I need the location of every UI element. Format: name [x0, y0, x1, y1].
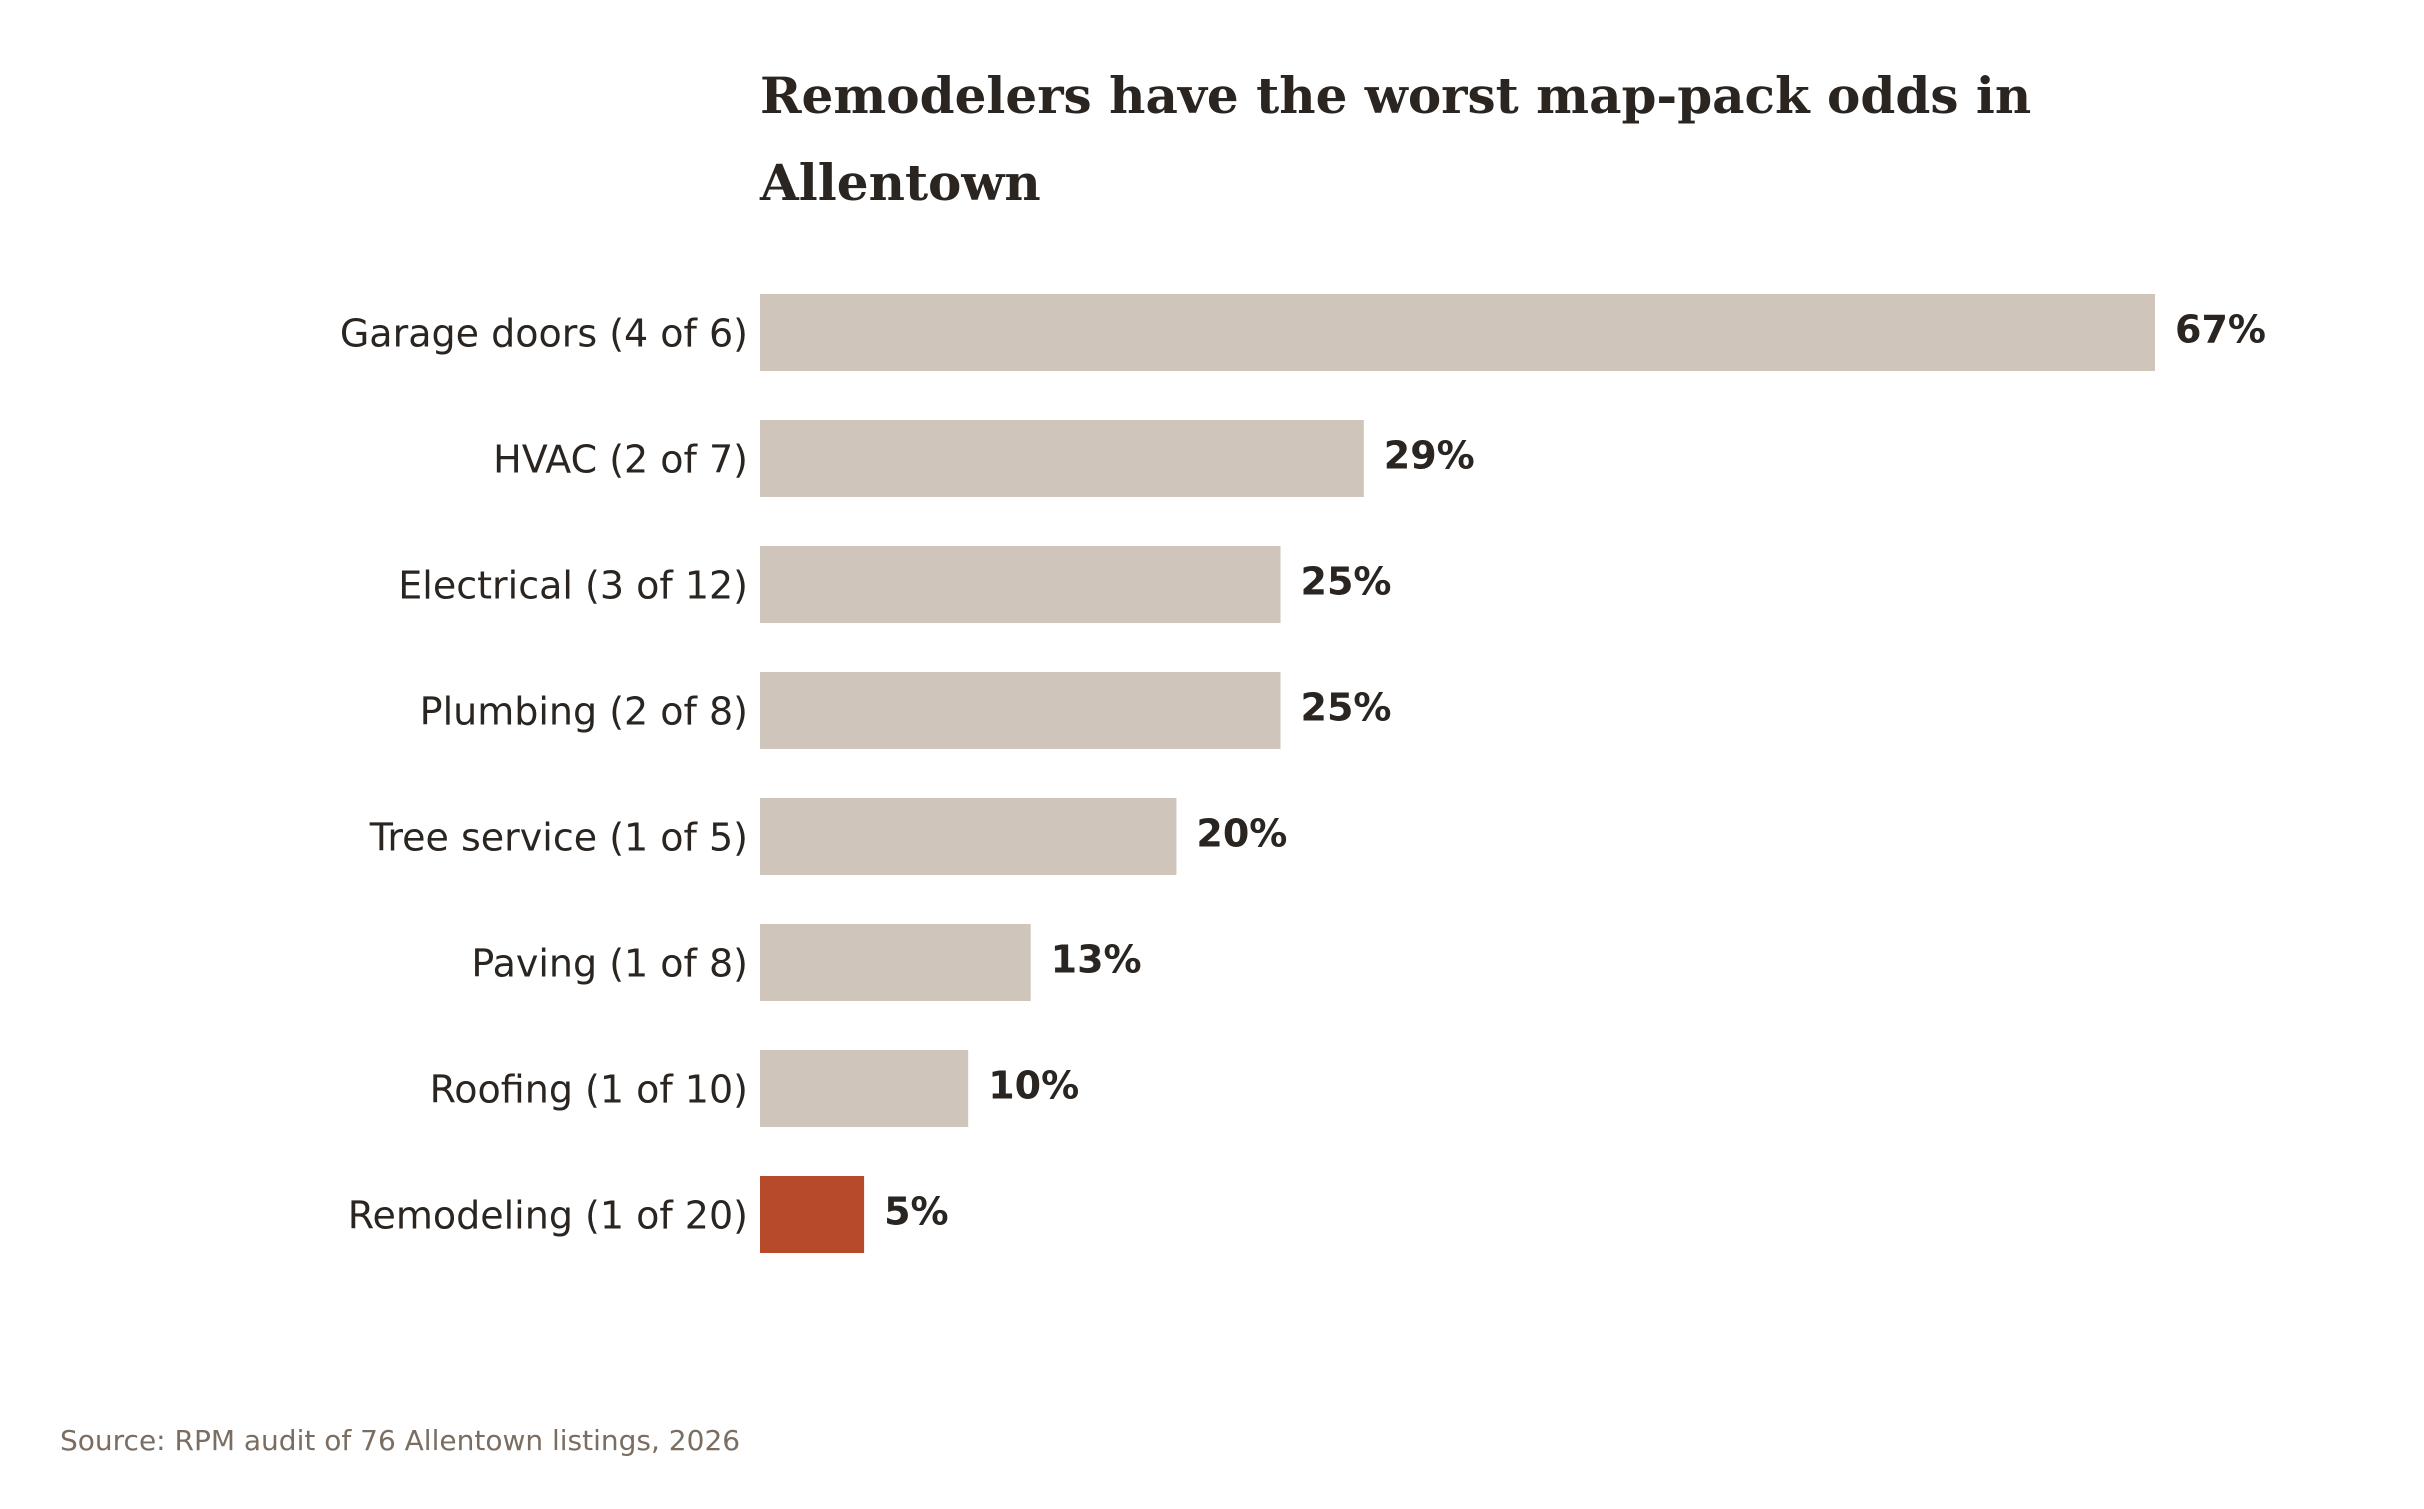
category-label-2: Electrical (3 of 12) [398, 564, 748, 608]
source-note: Source: RPM audit of 76 Allentown listin… [60, 1424, 740, 1457]
bar-3 [760, 672, 1281, 749]
value-label-3: 25% [1301, 686, 1392, 730]
bar-4 [760, 798, 1177, 875]
bar-1 [760, 420, 1364, 497]
value-label-6: 10% [988, 1064, 1079, 1108]
category-label-6: Roofing (1 of 10) [430, 1068, 748, 1112]
chart-title-line-2: Allentown [759, 153, 1041, 212]
bar-7 [760, 1176, 865, 1253]
bar-6 [760, 1050, 969, 1127]
value-label-4: 20% [1196, 812, 1287, 856]
category-label-1: HVAC (2 of 7) [493, 438, 748, 482]
bar-0 [760, 294, 2155, 371]
category-label-0: Garage doors (4 of 6) [340, 312, 748, 356]
bars-group: Garage doors (4 of 6) 67% HVAC (2 of 7) 29%… [340, 294, 2266, 1253]
bar-2 [760, 546, 1281, 623]
value-label-2: 25% [1301, 560, 1392, 604]
chart-title-line-1: Remodelers have the worst map-pack odds … [760, 66, 2031, 125]
category-label-7: Remodeling (1 of 20) [348, 1194, 748, 1238]
value-label-7: 5% [884, 1190, 949, 1234]
category-label-5: Paving (1 of 8) [471, 942, 748, 986]
value-label-0: 67% [2175, 308, 2266, 352]
value-label-1: 29% [1384, 434, 1475, 478]
value-label-5: 13% [1051, 938, 1142, 982]
bar-5 [760, 924, 1031, 1001]
category-label-4: Tree service (1 of 5) [369, 816, 748, 860]
category-label-3: Plumbing (2 of 8) [420, 690, 748, 734]
